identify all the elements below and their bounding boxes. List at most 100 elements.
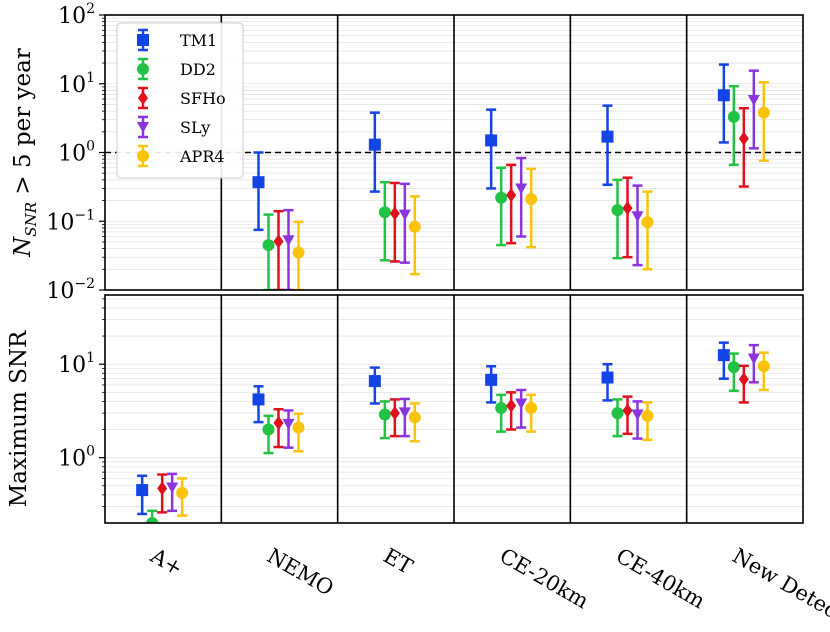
top-panel: 10−2 10−1 100 101 102 [46,1,804,304]
data-point-apr4 [525,193,538,206]
data-point-dd2 [146,516,159,523]
x-category-label: New Detector [728,544,830,632]
errorbar-dd2 [727,352,740,392]
errorbar-tm1 [252,385,265,424]
errorbar-apr4 [292,412,305,453]
data-point-sly [282,418,295,430]
legend: TM1 DD2 SFHo SLy APR4 [116,22,244,179]
legend-label-dd2: DD2 [180,60,216,79]
errorbar-sfho [622,176,633,259]
x-category-label: CE-40km [612,544,709,614]
data-point-sly [515,398,528,410]
y-tick-label: 100 [58,139,95,167]
legend-label-tm1: TM1 [180,31,217,50]
data-point-dd2 [262,239,275,252]
data-point-apr4 [292,246,305,259]
errorbar-dd2 [262,414,275,455]
errorbar-sly [631,184,644,267]
x-category-labels: A+ NEMO ET CE-20km CE-40km New Detector [146,543,830,632]
data-point-apr4 [757,360,770,373]
data-point-apr4 [641,216,654,229]
legend-label-apr4: APR4 [179,147,225,166]
y-axis-labels: NSNR > 5 per year Maximum SNR [6,48,40,507]
errorbar-apr4 [757,81,770,162]
x-category-label: A+ [146,543,187,581]
data-point-dd2 [262,423,275,436]
data-point-sfho [157,481,168,496]
errorbar-tm1 [252,151,265,232]
data-point-apr4 [176,486,189,499]
legend-label-sfho: SFHo [180,89,226,108]
data-point-apr4 [525,401,538,414]
data-point-sfho [738,131,749,146]
data-point-tm1 [485,373,498,386]
series-group [252,63,770,290]
y-tick-label: 100 [58,444,95,472]
errorbar-apr4 [408,195,421,276]
x-category-label: CE-20km [496,544,593,614]
data-point-tm1 [136,484,149,497]
legend-marker-sfho [138,91,148,105]
data-point-tm1 [601,371,614,384]
errorbar-dd2 [262,213,275,290]
x-category-label: NEMO [263,544,338,601]
y-tick-label: 10−2 [46,276,95,304]
data-point-apr4 [757,106,770,119]
errorbar-tm1 [368,366,381,405]
data-point-dd2 [378,408,391,421]
data-point-apr4 [292,421,305,434]
data-point-sly [631,211,644,223]
data-point-tm1 [601,130,614,143]
errorbar-apr4 [408,402,421,443]
data-point-sfho [506,398,517,413]
data-point-dd2 [378,206,391,219]
legend-marker-tm1 [137,34,149,46]
data-point-sly [398,209,411,221]
errorbar-dd2 [495,393,508,433]
axes-frame [104,294,804,524]
errorbar-dd2 [146,509,159,523]
errorbar-tm1 [717,63,730,144]
errorbar-sfho [506,163,517,245]
data-point-sly [747,353,760,365]
errorbar-sfho [389,181,400,263]
legend-box [116,22,244,179]
errorbar-apr4 [641,401,654,442]
errorbar-tm1 [368,111,381,193]
errorbar-sfho [157,473,168,514]
x-category-label: ET [379,544,416,579]
errorbar-sly [282,409,295,449]
data-point-dd2 [727,110,740,123]
errorbar-tm1 [136,474,149,516]
data-point-apr4 [408,411,421,424]
errorbar-dd2 [727,84,740,167]
errorbar-apr4 [525,167,538,249]
errorbar-sfho [389,398,400,438]
errorbar-sly [631,400,644,440]
errorbar-apr4 [641,190,654,271]
errorbar-dd2 [378,180,391,262]
bottom-y-axis-label: Maximum SNR [6,330,32,507]
data-point-tm1 [717,349,730,362]
data-point-tm1 [252,176,265,189]
errorbar-tm1 [717,341,730,380]
errorbar-dd2 [611,398,624,438]
data-point-tm1 [368,375,381,388]
errorbar-tm1 [601,104,614,186]
errorbar-dd2 [378,400,391,440]
data-point-apr4 [641,409,654,422]
legend-marker-apr4 [137,150,149,162]
errorbar-apr4 [292,220,305,290]
errorbar-tm1 [601,362,614,402]
data-point-sfho [506,188,517,203]
errorbar-sly [515,156,528,238]
data-point-sly [631,409,644,421]
data-point-sly [398,407,411,419]
errorbar-tm1 [485,108,498,190]
errorbar-sfho [738,107,749,188]
errorbar-tm1 [485,365,498,404]
errorbar-apr4 [757,351,770,392]
errorbar-sly [747,343,760,384]
data-point-dd2 [495,401,508,414]
y-tick-label: 101 [58,350,95,378]
